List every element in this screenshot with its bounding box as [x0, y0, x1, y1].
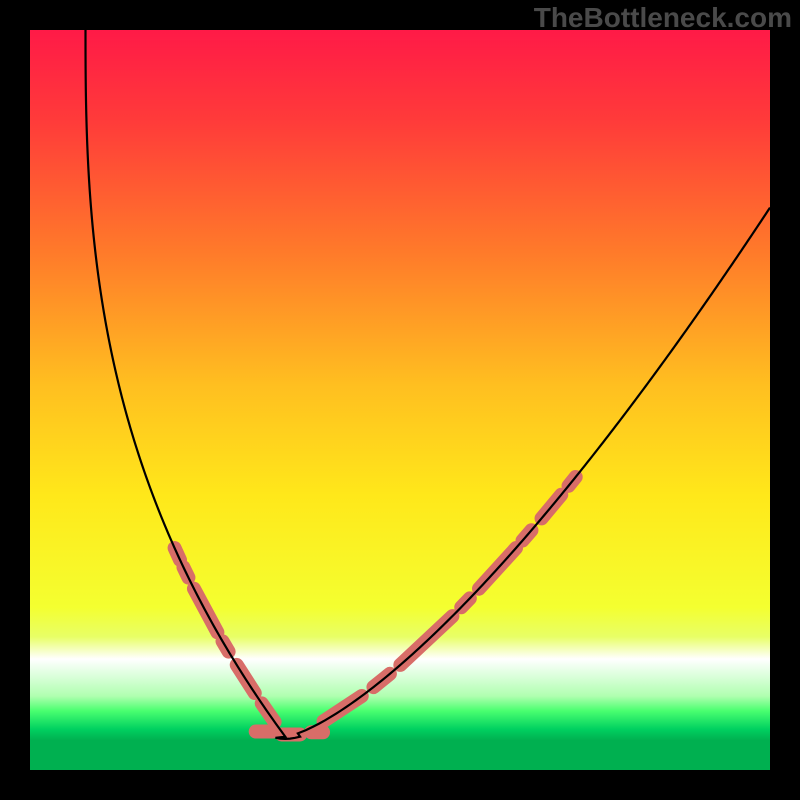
watermark-text: TheBottleneck.com	[534, 2, 792, 34]
chart-svg	[0, 0, 800, 800]
chart-container: TheBottleneck.com	[0, 0, 800, 800]
